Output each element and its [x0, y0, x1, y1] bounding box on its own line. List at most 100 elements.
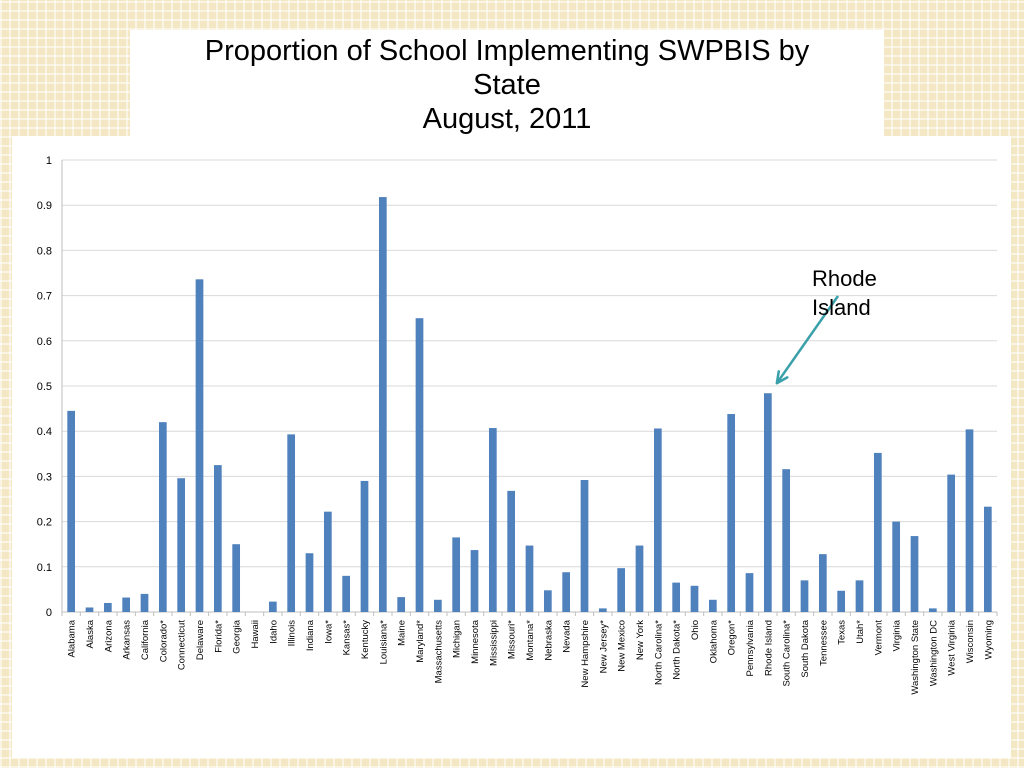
x-tick-label-washington-dc: Washington DC [928, 620, 939, 686]
bar-rhode-island [763, 393, 772, 612]
y-tick-label: 0.2 [37, 517, 52, 529]
chart-title: Proportion of School Implementing SWPBIS… [130, 34, 884, 136]
x-tick-label-new-hampshire: New Hampshire [580, 620, 591, 688]
x-tick-label-washington-state: Washington State [910, 620, 921, 695]
x-tick-label-nevada: Nevada [562, 619, 573, 652]
x-tick-label-minnesota: Minnesota [470, 619, 481, 664]
bar-chart: 0 0.1 0.2 0.3 0.4 0.5 0.6 0.7 0.8 0.9 1 Alabama Alas… [37, 155, 998, 695]
x-tick-label-mississippi: Mississippi [488, 620, 499, 666]
bar-alabama [67, 410, 76, 612]
x-tick-label-connecticut: Connecticut [177, 620, 188, 671]
bar-kentucky [360, 480, 369, 612]
x-tick-label-wyoming: Wyoming [983, 620, 994, 660]
bar-north-carolina [653, 428, 662, 612]
bar-tennessee [818, 554, 827, 612]
bar-south-carolina [782, 469, 791, 612]
y-tick-label: 0.1 [37, 562, 52, 574]
bar-texas [837, 590, 846, 612]
x-tick-label-nebraska: Nebraska [543, 619, 554, 660]
x-tick-label-michigan: Michigan [452, 620, 463, 658]
x-tick-label-iowa: Iowa* [323, 620, 334, 644]
bar-michigan [452, 537, 461, 612]
x-tick-label-new-york: New York [635, 620, 646, 660]
bar-delaware [195, 279, 204, 612]
y-tick-label: 0.8 [37, 245, 52, 257]
x-tick-label-alabama: Alabama [67, 619, 78, 657]
bar-maryland [415, 318, 424, 612]
y-tick-label: 0.3 [37, 471, 52, 483]
x-tick-label-pennsylvania: Pennsylvania [745, 619, 756, 676]
bar-missouri [507, 490, 516, 612]
x-tick-label-maryland: Maryland* [415, 620, 426, 663]
chart-panel: 0 0.1 0.2 0.3 0.4 0.5 0.6 0.7 0.8 0.9 1 Alabama Alas… [12, 136, 1011, 758]
chart-title-line-1: Proportion of School Implementing SWPBIS… [204, 35, 810, 67]
bar-nevada [562, 572, 571, 612]
x-tick-label-west-virginia: West Virginia [947, 619, 958, 675]
bar-illinois [287, 434, 296, 612]
x-tick-label-kansas: Kansas* [342, 620, 353, 656]
x-tick-label-utah: Utah* [855, 620, 866, 644]
bar-wyoming [983, 506, 992, 612]
x-tick-label-north-carolina: North Carolina* [653, 620, 664, 685]
x-tick-label-texas: Texas [837, 620, 848, 645]
title-background [130, 30, 884, 138]
bar-oregon [727, 414, 736, 612]
annotation-arrow-head [775, 370, 789, 385]
bar-indiana [305, 553, 314, 612]
x-tick-label-arkansas: Arkansas [122, 620, 133, 660]
bar-idaho [268, 601, 277, 612]
bar-new-york [635, 545, 644, 612]
y-tick-label: 0 [46, 607, 52, 619]
bar-new-hampshire [580, 480, 589, 612]
x-tick-label-oklahoma: Oklahoma [708, 619, 719, 663]
x-tick-label-massachusetts: Massachusetts [433, 620, 444, 684]
bar-montana [525, 545, 534, 612]
x-tick-label-idaho: Idaho [268, 620, 279, 644]
bar-wisconsin [965, 429, 974, 612]
bar-minnesota [470, 550, 479, 612]
chart-title-line-2: State [473, 69, 541, 101]
annotation-line-2: Island [812, 295, 871, 320]
y-tick-label: 0.7 [37, 291, 52, 303]
bar-arizona [103, 602, 112, 612]
x-tick-label-wisconsin: Wisconsin [965, 620, 976, 663]
x-tick-label-new-jersey: New Jersey* [598, 620, 609, 674]
x-tick-label-south-dakota: South Dakota [800, 619, 811, 677]
bar-north-dakota [672, 582, 681, 612]
y-tick-label: 0.6 [37, 336, 52, 348]
x-tick-label-rhode-island: Rhode Island [763, 620, 774, 676]
x-tick-label-delaware: Delaware [195, 620, 206, 660]
bar-iowa [323, 511, 332, 612]
bar-alaska [85, 607, 94, 612]
rhode-island-annotation: Rhode Island [812, 264, 877, 322]
y-tick-label: 0.5 [37, 381, 52, 393]
x-tick-label-missouri: Missouri* [507, 620, 518, 659]
y-tick-label: 0.9 [37, 200, 52, 212]
bar-florida [213, 465, 222, 612]
bar-massachusetts [433, 599, 442, 612]
x-tick-label-louisiana: Louisiana* [378, 620, 389, 665]
bar-kansas [342, 575, 351, 612]
chart-title-line-3: August, 2011 [422, 103, 592, 135]
x-tick-label-hawaii: Hawaii [250, 620, 261, 649]
x-tick-label-south-carolina: South Carolina* [782, 620, 793, 687]
bar-virginia [892, 521, 901, 612]
x-tick-label-oregon: Oregon* [727, 620, 738, 656]
bar-west-virginia [947, 474, 956, 612]
x-tick-label-new-mexico: New Mexico [617, 620, 628, 672]
bar-maine [397, 597, 406, 612]
bar-south-dakota [800, 580, 809, 612]
bar-connecticut [177, 478, 186, 612]
bar-arkansas [122, 597, 131, 612]
x-tick-label-kentucky: Kentucky [360, 620, 371, 659]
bar-vermont [873, 452, 882, 612]
x-tick-label-indiana: Indiana [305, 619, 316, 651]
bar-washington-dc [928, 608, 937, 612]
x-tick-label-illinois: Illinois [287, 620, 298, 647]
bar-louisiana [378, 197, 387, 612]
x-tick-label-georgia: Georgia [232, 619, 243, 654]
x-tick-label-tennessee: Tennessee [818, 620, 829, 666]
x-tick-label-maine: Maine [397, 620, 408, 646]
x-tick-label-virginia: Virginia [892, 619, 903, 651]
bar-new-mexico [617, 568, 626, 612]
